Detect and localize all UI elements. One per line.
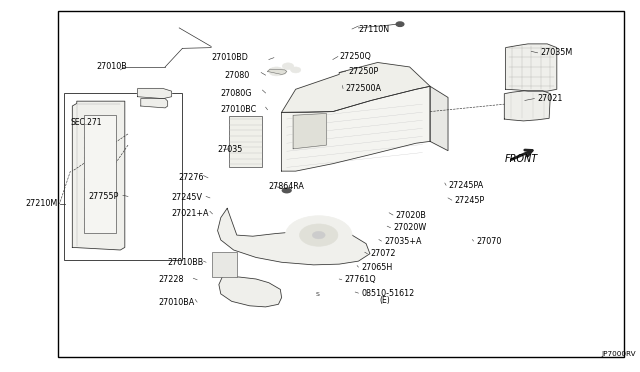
Text: 27072: 27072 <box>370 249 396 258</box>
Polygon shape <box>141 99 168 108</box>
Text: 27065H: 27065H <box>362 263 393 272</box>
Bar <box>64 93 182 260</box>
Text: 27250P: 27250P <box>349 67 379 76</box>
Polygon shape <box>72 101 125 250</box>
Polygon shape <box>218 208 370 265</box>
Text: 27080: 27080 <box>224 71 249 80</box>
Text: 27250Q: 27250Q <box>339 52 371 61</box>
Text: 27755P: 27755P <box>88 192 118 201</box>
Text: 27245V: 27245V <box>172 193 202 202</box>
Text: (E): (E) <box>379 296 390 305</box>
Bar <box>58 11 624 357</box>
Circle shape <box>285 216 352 254</box>
Text: 27761Q: 27761Q <box>344 275 376 284</box>
Text: 27021: 27021 <box>538 94 563 103</box>
Circle shape <box>313 291 324 298</box>
Bar <box>212 252 237 277</box>
Text: 27276: 27276 <box>178 173 204 182</box>
Text: 27110N: 27110N <box>358 25 390 33</box>
Text: 27035M: 27035M <box>541 48 573 57</box>
Polygon shape <box>282 86 430 171</box>
Circle shape <box>300 224 338 246</box>
Text: 27070: 27070 <box>477 237 502 246</box>
Circle shape <box>312 231 325 239</box>
Text: 27020W: 27020W <box>394 223 427 232</box>
Text: 27228: 27228 <box>159 275 184 284</box>
Circle shape <box>396 22 404 26</box>
Circle shape <box>291 67 301 73</box>
Text: 27080G: 27080G <box>221 89 252 97</box>
Polygon shape <box>219 276 282 307</box>
Bar <box>84 115 116 232</box>
Text: 27035+A: 27035+A <box>384 237 422 246</box>
Circle shape <box>322 291 333 298</box>
Text: JP7000RV: JP7000RV <box>602 351 636 357</box>
Text: S: S <box>316 292 319 297</box>
Polygon shape <box>430 86 448 151</box>
Text: 27010BB: 27010BB <box>168 258 204 267</box>
Text: 27245P: 27245P <box>454 196 484 205</box>
Text: 27035: 27035 <box>218 145 243 154</box>
Text: SEC.271: SEC.271 <box>70 118 102 127</box>
Polygon shape <box>138 89 172 99</box>
Text: 27010BA: 27010BA <box>159 298 195 307</box>
Text: 27020B: 27020B <box>396 211 426 219</box>
Polygon shape <box>504 91 550 121</box>
Polygon shape <box>293 113 326 149</box>
Polygon shape <box>506 44 557 91</box>
Text: 27010B: 27010B <box>96 62 127 71</box>
Text: 272500A: 272500A <box>346 84 381 93</box>
Polygon shape <box>268 69 287 74</box>
Text: 27010BC: 27010BC <box>221 105 257 114</box>
Text: FRONT: FRONT <box>504 154 538 164</box>
Circle shape <box>282 187 292 193</box>
Text: 27245PA: 27245PA <box>448 181 483 190</box>
Circle shape <box>282 63 294 70</box>
Circle shape <box>269 67 284 76</box>
Text: 27010BD: 27010BD <box>211 53 248 62</box>
Bar <box>229 116 262 167</box>
Text: 27864RA: 27864RA <box>269 182 305 191</box>
Polygon shape <box>282 62 430 112</box>
Text: 27021+A: 27021+A <box>172 209 209 218</box>
Text: 08510-51612: 08510-51612 <box>362 289 415 298</box>
Text: 27210M: 27210M <box>26 199 58 208</box>
